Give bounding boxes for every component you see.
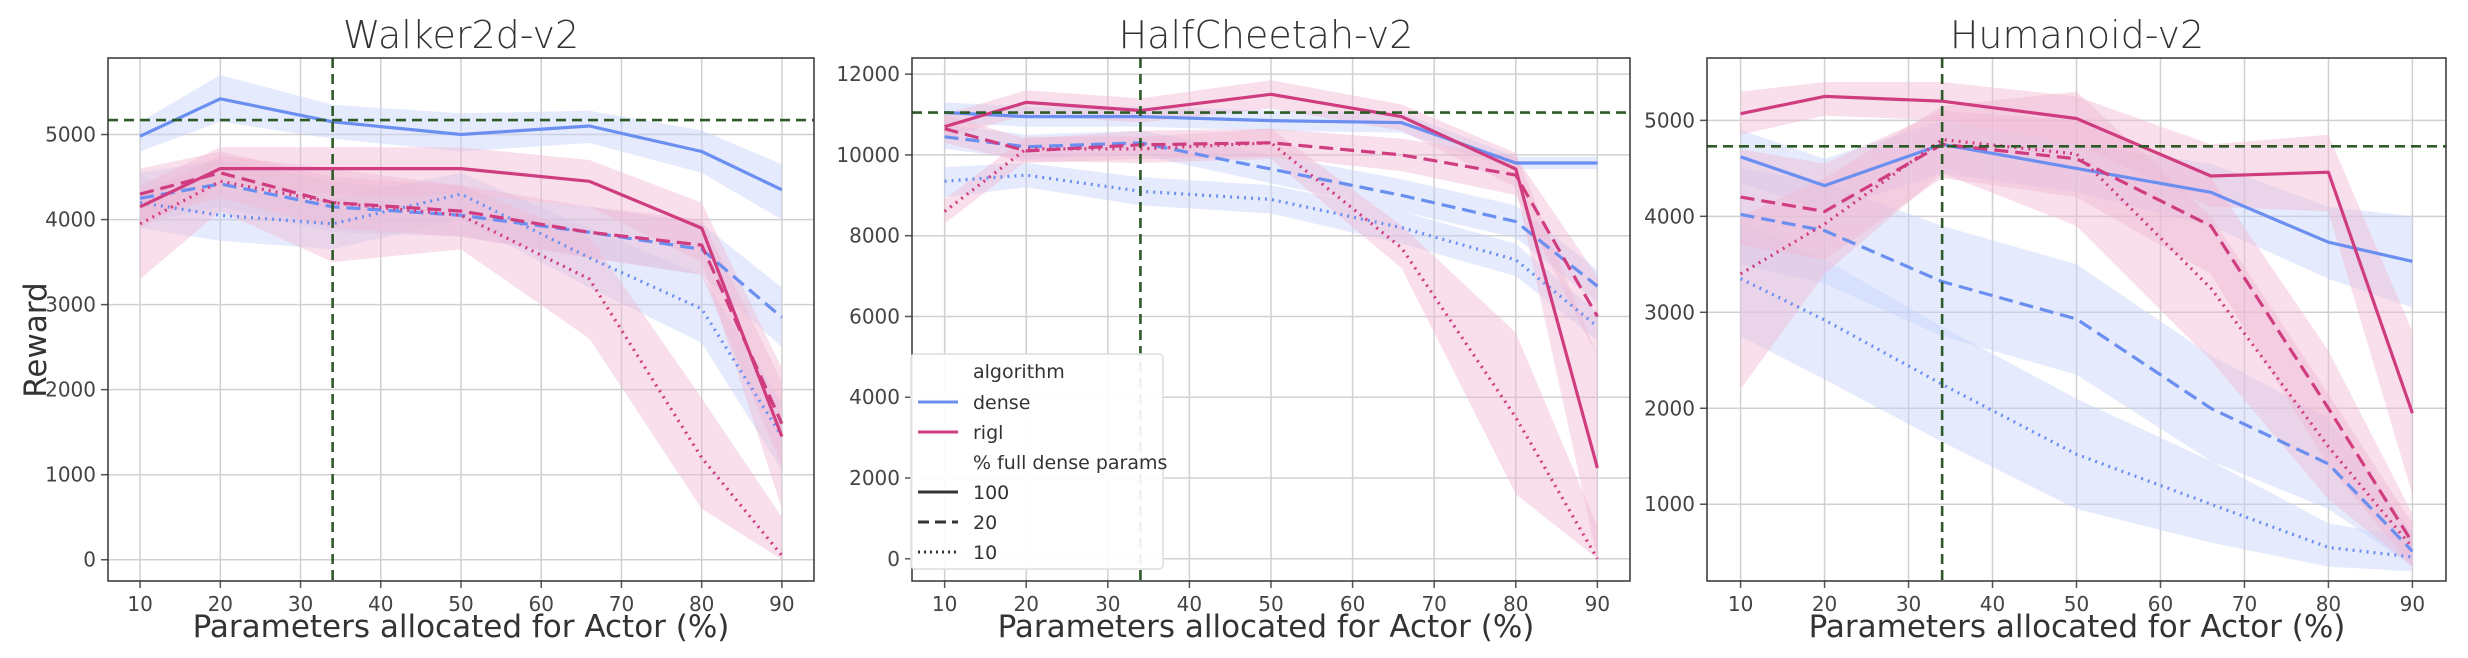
legend-entry-rigl: rigl bbox=[973, 422, 1003, 444]
legend: algorithm dense rigl % full dense params… bbox=[911, 354, 1167, 569]
x-axis-label: Parameters allocated for Actor (%) bbox=[1809, 609, 2346, 645]
x-tick-label: 90 bbox=[1585, 592, 1610, 616]
chart-title: Humanoid-v2 bbox=[1950, 13, 2204, 57]
x-tick-label: 10 bbox=[1728, 592, 1753, 616]
x-tick-label: 10 bbox=[127, 592, 152, 616]
legend-entry-dense: dense bbox=[973, 392, 1030, 414]
y-tick-label: 4000 bbox=[1644, 204, 1695, 228]
y-tick-label: 10000 bbox=[836, 143, 900, 167]
y-tick-label: 0 bbox=[887, 547, 900, 571]
y-tick-label: 0 bbox=[83, 548, 96, 572]
x-axis-label: Parameters allocated for Actor (%) bbox=[998, 609, 1535, 645]
y-tick-label: 2000 bbox=[1644, 396, 1695, 420]
y-tick-label: 4000 bbox=[849, 385, 900, 409]
y-tick-label: 4000 bbox=[45, 208, 96, 232]
x-tick-label: 90 bbox=[2400, 592, 2425, 616]
y-tick-label: 2000 bbox=[849, 466, 900, 490]
y-tick-label: 6000 bbox=[849, 304, 900, 328]
legend-title-params: % full dense params bbox=[973, 452, 1167, 474]
chart-walker2d: 10 20 30 40 50 60 70 80 90010002000300040005000 … bbox=[18, 13, 814, 645]
legend-entry-100: 100 bbox=[973, 482, 1009, 504]
chart-title: Walker2d-v2 bbox=[343, 13, 579, 57]
x-tick-label: 90 bbox=[769, 592, 794, 616]
y-tick-label: 5000 bbox=[45, 123, 96, 147]
x-tick-label: 10 bbox=[932, 592, 957, 616]
legend-entry-10: 10 bbox=[973, 542, 997, 564]
chart-title: HalfCheetah-v2 bbox=[1119, 13, 1414, 57]
y-tick-label: 3000 bbox=[1644, 300, 1695, 324]
y-tick-label: 8000 bbox=[849, 224, 900, 248]
y-tick-label: 1000 bbox=[45, 463, 96, 487]
legend-entry-20: 20 bbox=[973, 512, 997, 534]
x-axis-label: Parameters allocated for Actor (%) bbox=[193, 609, 730, 645]
y-tick-label: 1000 bbox=[1644, 492, 1695, 516]
y-tick-label: 12000 bbox=[836, 62, 900, 86]
y-tick-label: 5000 bbox=[1644, 108, 1695, 132]
y-axis-label: Reward bbox=[18, 282, 54, 397]
legend-title-algorithm: algorithm bbox=[973, 361, 1065, 383]
